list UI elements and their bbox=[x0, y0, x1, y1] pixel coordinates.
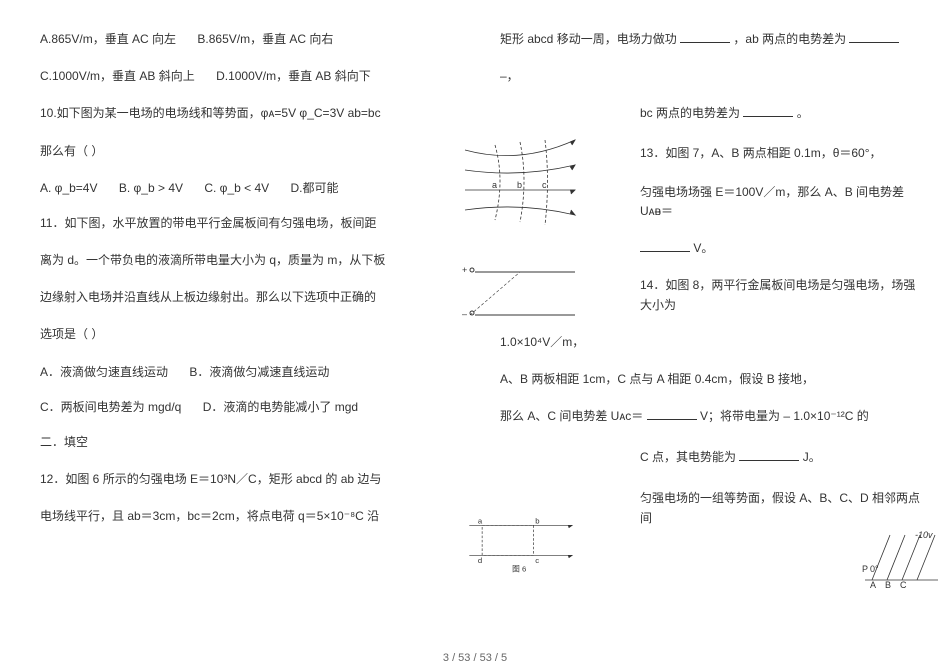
svg-text:P: P bbox=[862, 564, 868, 574]
q12-l1: 12．如图 6 所示的匀强电场 E＝10³N／C，矩形 abcd 的 ab 边与 bbox=[40, 470, 460, 489]
blank-uac bbox=[647, 408, 697, 420]
svg-text:C: C bbox=[900, 580, 907, 590]
figure-rectangle: a b c d 图 6 bbox=[460, 515, 590, 575]
q11-l1: 11．如下图，水平放置的带电平行金属板间有匀强电场，板间距 bbox=[40, 214, 460, 233]
section-2: 二．填空 bbox=[40, 433, 460, 452]
svg-text:–: – bbox=[462, 309, 467, 319]
opt-a: A.865V/m，垂直 AC 向左 bbox=[40, 30, 176, 49]
q14d2: V；将带电量为 – 1.0×10⁻¹²C 的 bbox=[700, 409, 869, 423]
r1a: 矩形 abcd 移动一周，电场力做功 bbox=[500, 32, 677, 46]
q10-b: B. φ_b > 4V bbox=[119, 181, 183, 195]
svg-text:B: B bbox=[885, 580, 891, 590]
q11-a: A．液滴做匀速直线运动 bbox=[40, 363, 168, 380]
svg-text:0°: 0° bbox=[870, 564, 879, 574]
q13c-row: V。 bbox=[500, 239, 920, 258]
left-column: A.865V/m，垂直 AC 向左 B.865V/m，垂直 AC 向右 C.10… bbox=[40, 30, 460, 546]
q14d1: 那么 A、C 间电势差 Uᴀᴄ＝ bbox=[500, 409, 643, 423]
r1: 矩形 abcd 移动一周，电场力做功 ，ab 两点的电势差为 bbox=[500, 30, 920, 49]
q11-options-ab: A．液滴做匀速直线运动 B．液滴做匀减速直线运动 bbox=[40, 363, 460, 380]
blank-work bbox=[680, 31, 730, 43]
q9-options-ab: A.865V/m，垂直 AC 向左 B.865V/m，垂直 AC 向右 bbox=[40, 30, 460, 49]
figure-equipotential: -10v P 0° A B C bbox=[860, 530, 940, 590]
q11-c: C．两板间电势差为 mgd/q bbox=[40, 398, 181, 415]
r1b: ，ab 两点的电势差为 bbox=[733, 32, 846, 46]
blank-uab bbox=[849, 31, 899, 43]
svg-text:c: c bbox=[535, 556, 539, 565]
q13c: V。 bbox=[693, 241, 713, 255]
blank-uab2 bbox=[640, 240, 690, 252]
svg-text:b: b bbox=[517, 180, 522, 190]
q14e1: C 点，其电势能为 bbox=[640, 450, 736, 464]
svg-text:c: c bbox=[542, 180, 547, 190]
blank-ubc bbox=[743, 105, 793, 117]
q10-c: C. φ_b < 4V bbox=[204, 181, 269, 195]
q14d: 那么 A、C 间电势差 Uᴀᴄ＝ V；将带电量为 – 1.0×10⁻¹²C 的 bbox=[500, 407, 920, 426]
svg-text:b: b bbox=[535, 517, 539, 526]
q12-l2: 电场线平行，且 ab＝3cm，bc＝2cm，将点电荷 q＝5×10⁻⁸C 沿 bbox=[40, 507, 460, 526]
q11-b: B．液滴做匀减速直线运动 bbox=[189, 363, 329, 380]
q10-d: D.都可能 bbox=[291, 179, 339, 196]
q14e2: J。 bbox=[803, 450, 821, 464]
q9-options-cd: C.1000V/m，垂直 AB 斜向上 D.1000V/m，垂直 AB 斜向下 bbox=[40, 67, 460, 86]
r2a: bc 两点的电势差为 bbox=[640, 106, 740, 120]
q10-a: A. φ_b=4V bbox=[40, 181, 98, 195]
figure-parallel-plates: + – bbox=[460, 260, 580, 330]
page-footer: 3 / 53 / 53 / 5 bbox=[0, 652, 950, 664]
svg-text:图 6: 图 6 bbox=[512, 565, 526, 574]
q14c: A、B 两板相距 1cm，C 点与 A 相距 0.4cm，假设 B 接地， bbox=[500, 370, 920, 389]
q10-options: A. φ_b=4V B. φ_b > 4V C. φ_b < 4V D.都可能 bbox=[40, 179, 460, 196]
q11-l2: 离为 d。一个带负电的液滴所带电量大小为 q，质量为 m，从下板 bbox=[40, 251, 460, 270]
svg-text:a: a bbox=[492, 180, 497, 190]
q11-d: D．液滴的电势能减小了 mgd bbox=[203, 398, 358, 415]
svg-text:a: a bbox=[478, 517, 483, 526]
opt-c: C.1000V/m，垂直 AB 斜向上 bbox=[40, 67, 195, 86]
q11-l4: 选项是（ ） bbox=[40, 325, 460, 344]
q11-options-cd: C．两板间电势差为 mgd/q D．液滴的电势能减小了 mgd bbox=[40, 398, 460, 415]
opt-b: B.865V/m，垂直 AC 向右 bbox=[197, 30, 333, 49]
q14b: 1.0×10⁴V／m， bbox=[500, 333, 920, 352]
svg-text:d: d bbox=[478, 556, 482, 565]
blank-ep bbox=[739, 449, 799, 461]
svg-text:-10v: -10v bbox=[915, 530, 933, 540]
opt-d: D.1000V/m，垂直 AB 斜向下 bbox=[216, 67, 371, 86]
q10-text: 10.如下图为某一电场的电场线和等势面，φᴀ=5V φ_C=3V ab=bc bbox=[40, 104, 460, 123]
r2b: 。 bbox=[797, 106, 809, 120]
q10-text-b: 那么有（ ） bbox=[40, 142, 460, 161]
svg-text:A: A bbox=[870, 580, 876, 590]
q11-l3: 边缘射入电场并沿直线从上板边缘射出。那么以下选项中正确的 bbox=[40, 288, 460, 307]
q14e: C 点，其电势能为 J。 bbox=[500, 448, 920, 467]
svg-text:+: + bbox=[462, 265, 467, 275]
figure-field-lines: a b c bbox=[460, 130, 580, 230]
r1c: –， bbox=[500, 67, 920, 86]
r2: bc 两点的电势差为 。 bbox=[500, 104, 920, 123]
